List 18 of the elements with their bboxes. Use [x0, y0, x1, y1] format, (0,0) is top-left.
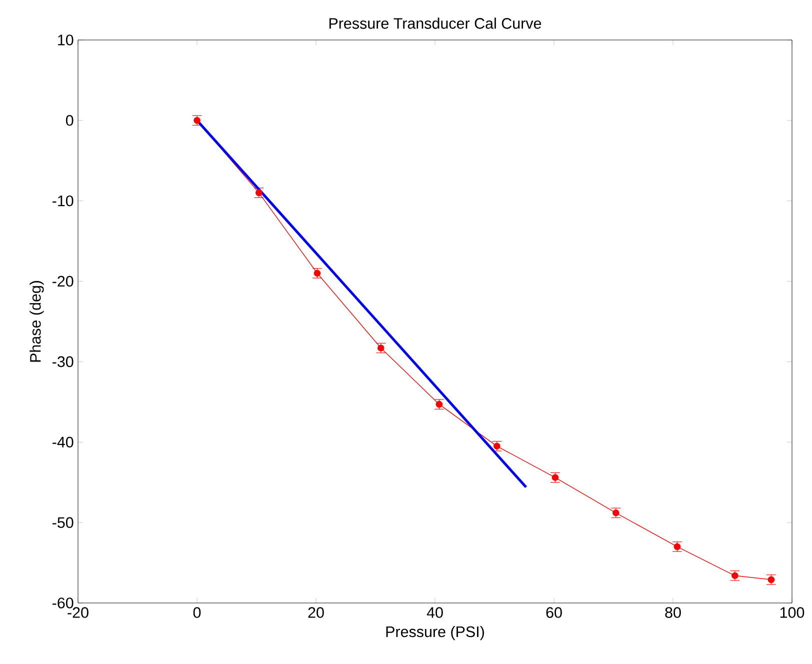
chart-title: Pressure Transducer Cal Curve	[329, 18, 542, 29]
x-tick-label: 80	[665, 607, 681, 618]
x-tick-label: 40	[426, 607, 443, 618]
y-axis-title: Phase (deg)	[30, 280, 44, 362]
y-tick-label: 10	[58, 34, 74, 46]
y-tick-label: 0	[66, 115, 74, 126]
y-tick-label: -20	[52, 276, 74, 287]
y-tick-label: -40	[52, 436, 74, 448]
x-tick-label: 60	[546, 607, 562, 618]
x-axis-title: Pressure (PSI)	[386, 626, 484, 640]
y-tick-label: -60	[52, 598, 74, 608]
x-tick-label: 100	[780, 607, 804, 618]
y-tick-label: -50	[52, 517, 74, 528]
x-tick-label: 20	[308, 607, 324, 618]
y-tick-label: -30	[52, 356, 74, 368]
x-tick-label: 0	[193, 607, 201, 618]
y-tick-label: -10	[52, 195, 74, 206]
x-tick-label: -20	[68, 607, 88, 618]
